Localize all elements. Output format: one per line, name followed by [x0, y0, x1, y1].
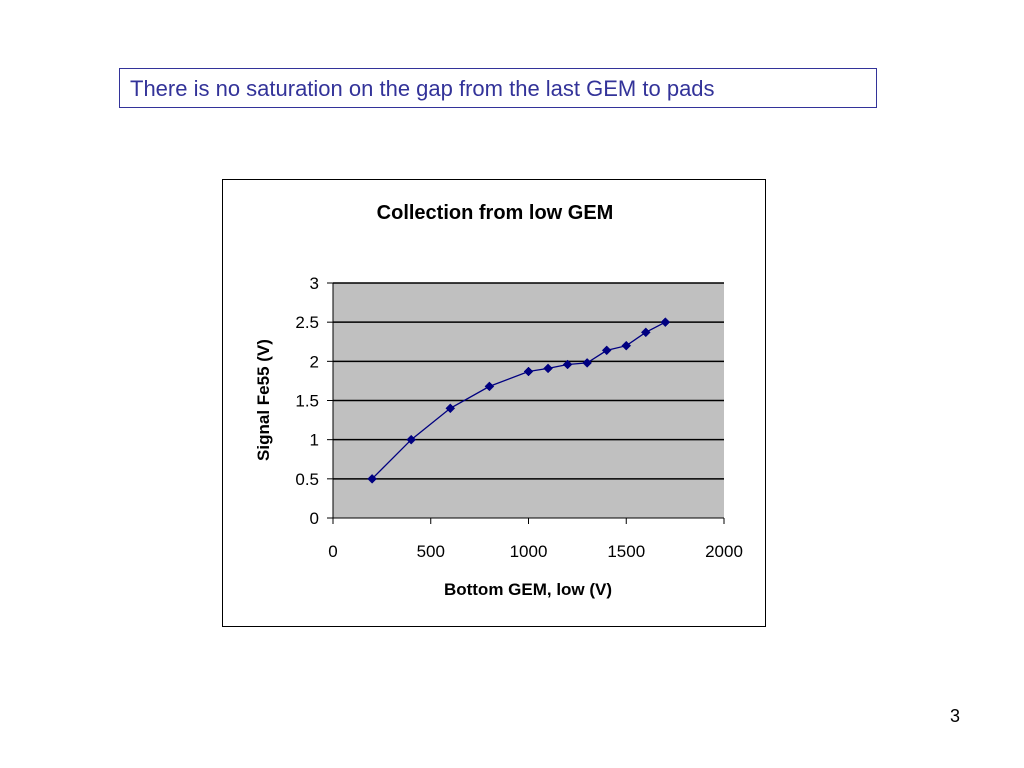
slide-title: There is no saturation on the gap from t…	[119, 68, 877, 108]
data-series	[367, 317, 671, 484]
x-tick-label: 500	[417, 542, 445, 561]
x-tick-label: 1500	[607, 542, 645, 561]
axes	[327, 282, 725, 524]
chart-frame: Collection from low GEM Signal Fe55 (V) …	[222, 179, 766, 627]
y-tick-label: 1.5	[295, 392, 319, 411]
y-tick-label: 0	[310, 509, 319, 528]
line-chart: Collection from low GEM Signal Fe55 (V) …	[254, 202, 743, 599]
x-tick-label: 0	[328, 542, 337, 561]
data-point-marker	[367, 473, 377, 484]
x-tick-label: 2000	[705, 542, 743, 561]
data-point-marker	[543, 363, 553, 374]
data-point-marker	[406, 434, 417, 445]
data-point-marker	[640, 327, 651, 338]
y-tick-label: 3	[310, 274, 319, 293]
x-tick-label: 1000	[510, 542, 548, 561]
data-point-marker	[582, 358, 593, 368]
y-axis-label: Signal Fe55 (V)	[254, 339, 273, 461]
gridlines	[333, 282, 724, 480]
y-tick-label: 2.5	[295, 313, 319, 332]
y-tick-label: 1	[310, 431, 319, 450]
data-point-marker	[601, 345, 612, 356]
data-point-marker	[523, 366, 534, 377]
page-number: 3	[949, 706, 960, 726]
series-line	[371, 321, 666, 480]
data-point-marker	[660, 317, 671, 328]
data-point-marker	[445, 403, 456, 414]
y-tick-label: 0.5	[295, 470, 319, 489]
data-point-marker	[484, 381, 495, 392]
tick-labels: 0 0.5 1 1.5 2 2.5 3 0 500 1000 1500 2000	[295, 274, 743, 561]
chart-title: Collection from low GEM	[377, 202, 614, 224]
data-point-marker	[562, 359, 573, 370]
x-axis-label: Bottom GEM, low (V)	[444, 580, 612, 599]
data-point-marker	[621, 340, 632, 351]
y-tick-label: 2	[310, 352, 319, 371]
